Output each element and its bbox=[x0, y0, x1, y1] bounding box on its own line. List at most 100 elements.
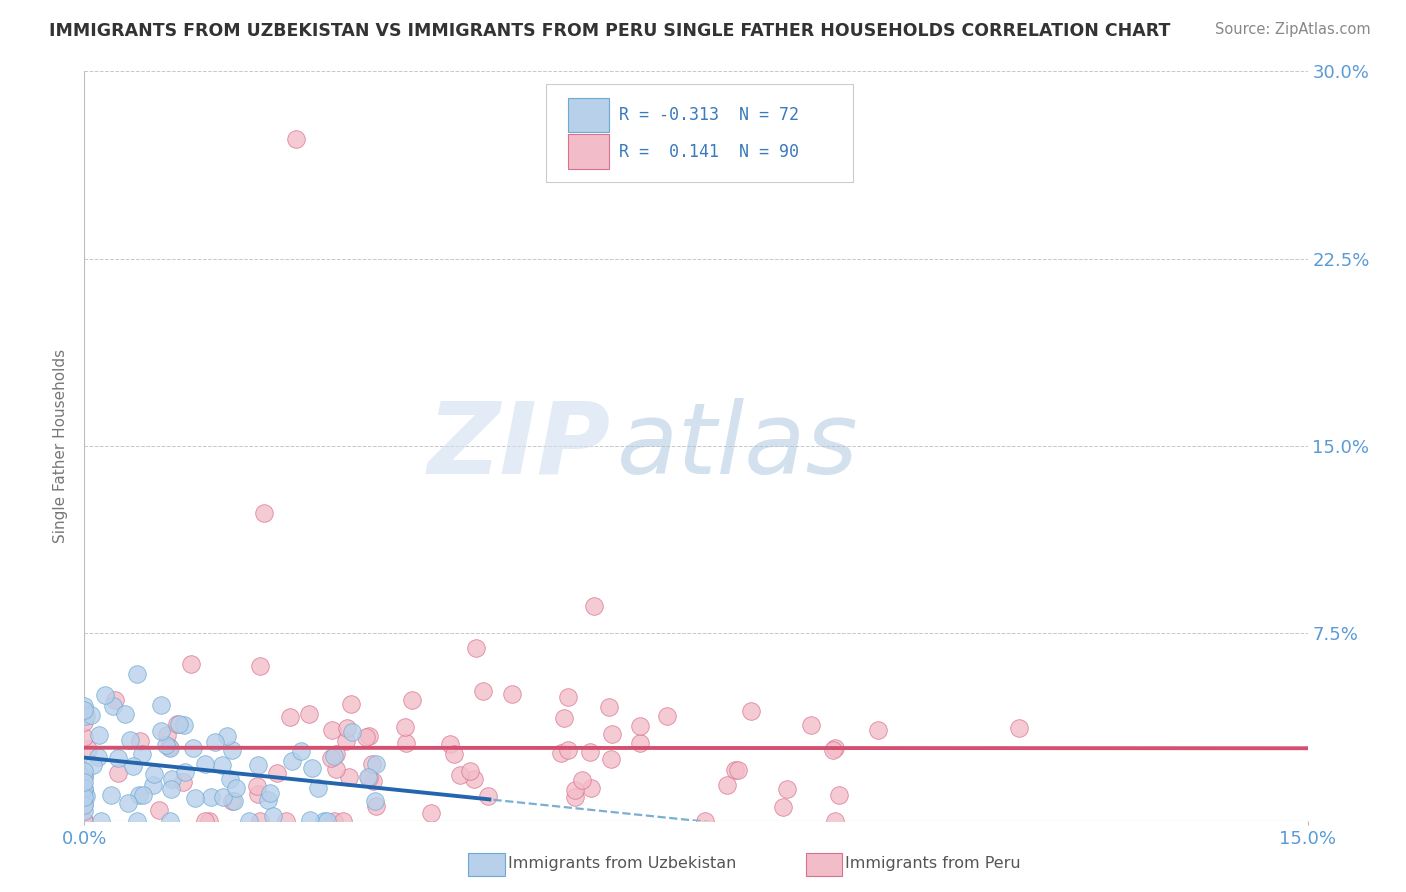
Point bbox=[75, 789, 97, 803]
Point bbox=[278, 710, 301, 724]
Point bbox=[357, 730, 380, 744]
Point bbox=[118, 733, 141, 747]
Point bbox=[290, 744, 312, 758]
Point bbox=[73, 798, 96, 813]
Point bbox=[167, 717, 190, 731]
Point bbox=[73, 797, 96, 812]
Point bbox=[200, 789, 222, 804]
Point bbox=[80, 708, 103, 723]
Point bbox=[253, 507, 276, 521]
Point bbox=[129, 734, 152, 748]
Text: Immigrants from Peru: Immigrants from Peru bbox=[845, 856, 1021, 871]
FancyBboxPatch shape bbox=[568, 97, 609, 132]
Point bbox=[94, 688, 117, 702]
Y-axis label: Single Father Households: Single Father Households bbox=[53, 349, 69, 543]
Point bbox=[156, 727, 179, 741]
Point bbox=[266, 766, 288, 780]
Point bbox=[322, 749, 344, 764]
Point bbox=[599, 752, 621, 766]
Point bbox=[471, 684, 494, 698]
Text: Source: ZipAtlas.com: Source: ZipAtlas.com bbox=[1215, 22, 1371, 37]
Point bbox=[217, 729, 239, 743]
Point bbox=[823, 742, 845, 756]
Point bbox=[114, 707, 136, 722]
Point bbox=[73, 814, 96, 828]
Point bbox=[73, 790, 96, 805]
Point bbox=[571, 772, 593, 787]
Point bbox=[122, 759, 145, 773]
Point bbox=[724, 763, 747, 777]
Point bbox=[101, 698, 124, 713]
Point bbox=[73, 699, 96, 714]
Point bbox=[325, 747, 347, 762]
Point bbox=[312, 814, 335, 828]
Point bbox=[439, 737, 461, 751]
Point bbox=[73, 702, 96, 716]
Point bbox=[297, 707, 319, 722]
Point bbox=[107, 766, 129, 780]
Point bbox=[82, 757, 104, 772]
Point bbox=[73, 774, 96, 789]
Point bbox=[600, 727, 623, 741]
Point bbox=[73, 730, 96, 744]
Point bbox=[73, 769, 96, 783]
Point bbox=[356, 770, 378, 784]
Point bbox=[361, 774, 384, 789]
Point bbox=[73, 814, 96, 828]
Point bbox=[128, 788, 150, 802]
Point bbox=[866, 723, 889, 738]
Point bbox=[553, 711, 575, 725]
Point bbox=[335, 733, 357, 747]
Point bbox=[155, 738, 177, 752]
Point bbox=[463, 772, 485, 786]
Point bbox=[73, 781, 96, 796]
Point bbox=[716, 778, 738, 792]
Point bbox=[332, 814, 354, 828]
Point bbox=[579, 780, 602, 795]
Point bbox=[73, 704, 96, 718]
Point bbox=[127, 667, 149, 681]
Point bbox=[361, 757, 384, 772]
Point bbox=[174, 764, 197, 779]
Point bbox=[465, 641, 488, 656]
Point bbox=[247, 787, 270, 801]
Point bbox=[557, 743, 579, 757]
Point bbox=[183, 791, 205, 805]
Text: atlas: atlas bbox=[616, 398, 858, 494]
Point bbox=[655, 708, 678, 723]
Point bbox=[73, 764, 96, 779]
Point bbox=[157, 739, 180, 754]
Point bbox=[211, 790, 233, 805]
Point bbox=[73, 814, 96, 828]
Point bbox=[449, 768, 471, 782]
Point bbox=[598, 699, 620, 714]
Point bbox=[194, 757, 217, 772]
Point bbox=[73, 804, 96, 818]
Point bbox=[159, 781, 181, 796]
Point bbox=[162, 772, 184, 786]
Point bbox=[727, 763, 749, 777]
Point bbox=[107, 751, 129, 765]
Point bbox=[337, 770, 360, 784]
Point bbox=[316, 814, 339, 828]
Point bbox=[354, 730, 377, 744]
Point bbox=[238, 814, 260, 828]
Point bbox=[259, 786, 281, 800]
Point bbox=[325, 762, 347, 776]
Point bbox=[262, 809, 284, 823]
Point bbox=[564, 790, 586, 805]
Point bbox=[73, 715, 96, 730]
Point bbox=[100, 788, 122, 802]
Point bbox=[75, 709, 97, 723]
Point bbox=[1008, 721, 1031, 735]
Text: ZIP: ZIP bbox=[427, 398, 610, 494]
Point bbox=[198, 814, 221, 828]
Point bbox=[339, 697, 361, 711]
Point bbox=[420, 806, 443, 821]
Point bbox=[173, 718, 195, 732]
Point bbox=[357, 771, 380, 785]
Point bbox=[321, 723, 343, 737]
Point bbox=[628, 735, 651, 749]
Point bbox=[336, 721, 359, 735]
Point bbox=[87, 750, 110, 764]
